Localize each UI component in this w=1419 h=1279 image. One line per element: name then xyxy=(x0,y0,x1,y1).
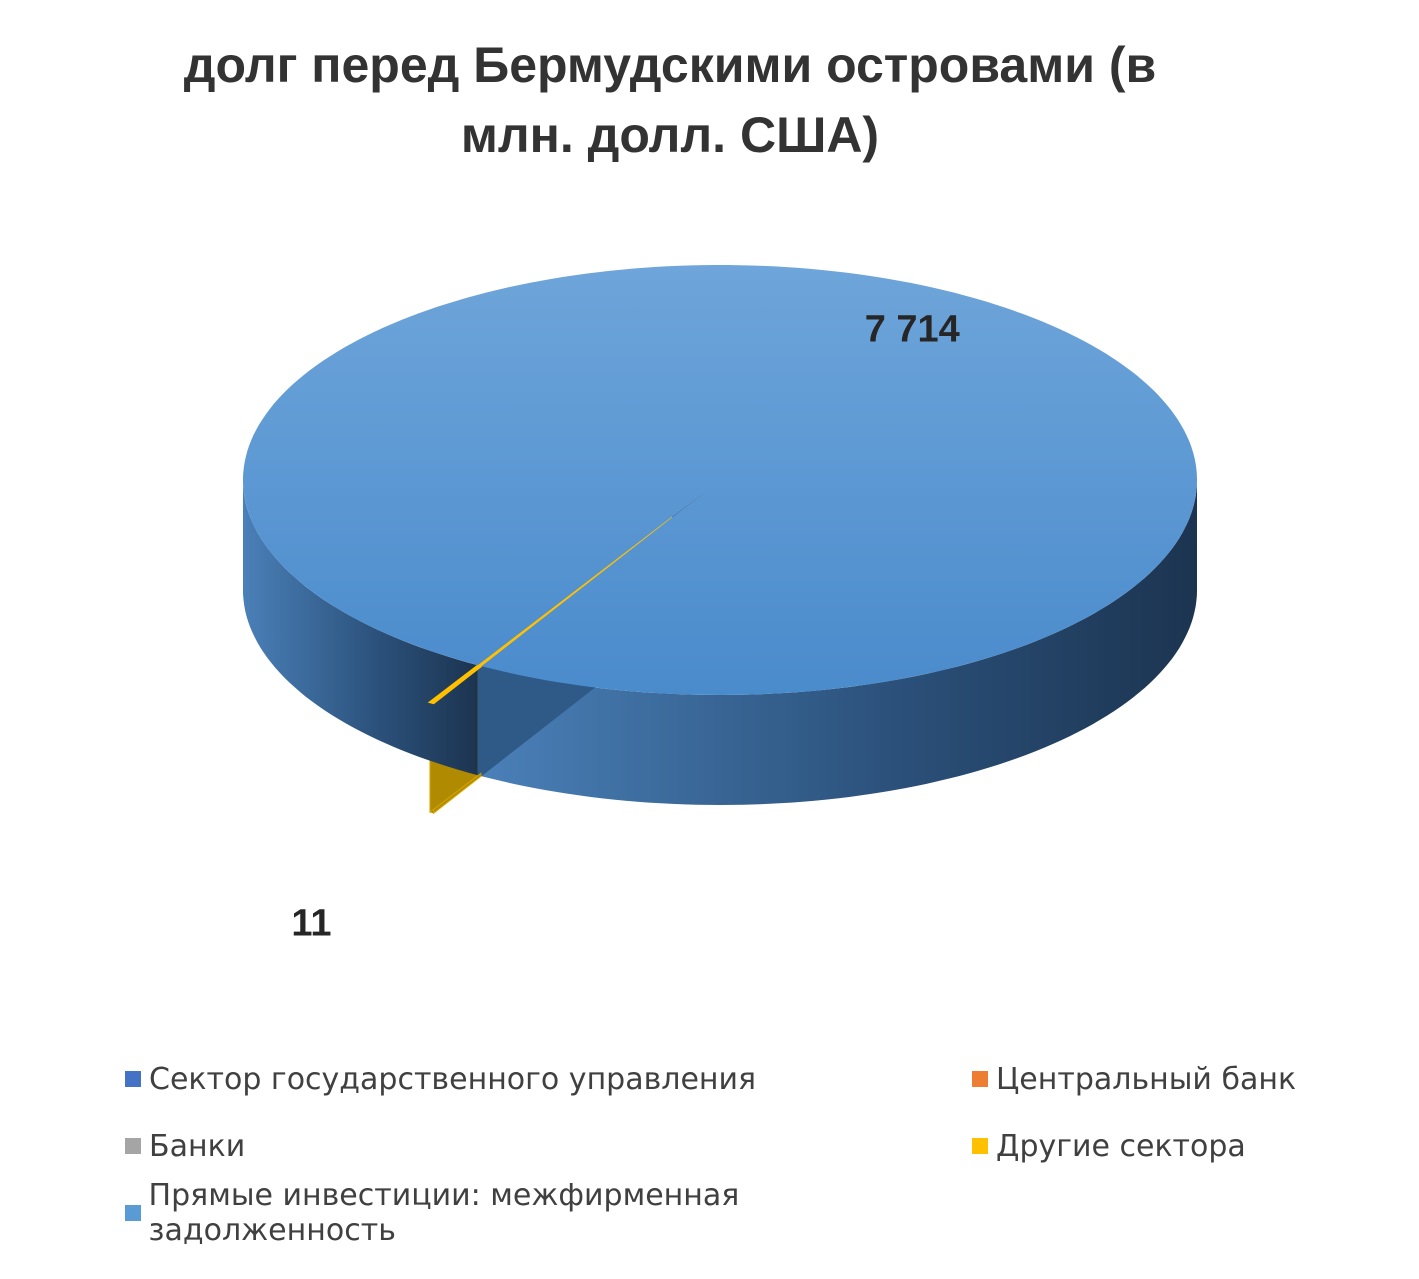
chart-title: долг перед Бермудскими островами (в млн.… xyxy=(183,37,1157,163)
legend-swatch xyxy=(125,1205,141,1221)
legend-swatch xyxy=(125,1071,141,1087)
legend-label: Банки xyxy=(149,1128,246,1164)
data-label: 7 714 xyxy=(865,308,960,350)
legend-item: Другие сектора xyxy=(972,1128,1302,1164)
legend-label: Другие сектора xyxy=(996,1128,1246,1164)
legend-item: Прямые инвестиции: межфирменная задолжен… xyxy=(125,1178,972,1248)
legend-label: Сектор государственного управления xyxy=(149,1061,757,1097)
slice-top xyxy=(427,516,673,705)
slice-side xyxy=(243,480,478,776)
slice-top xyxy=(243,265,1197,695)
legend-swatch xyxy=(972,1138,988,1154)
legend-item: Центральный банк xyxy=(972,1061,1302,1097)
legend-item: Сектор государственного управления xyxy=(125,1061,972,1097)
legend-item: Банки xyxy=(125,1128,972,1164)
legend-label: Центральный банк xyxy=(996,1061,1297,1097)
legend-swatch xyxy=(125,1138,141,1154)
slice-side xyxy=(481,480,1197,805)
legend: Сектор государственного управления Центра… xyxy=(125,1061,1325,1248)
data-label: 11 xyxy=(291,903,331,945)
legend-label: Прямые инвестиции: межфирменная задолжен… xyxy=(148,1178,740,1248)
legend-swatch xyxy=(972,1071,988,1087)
